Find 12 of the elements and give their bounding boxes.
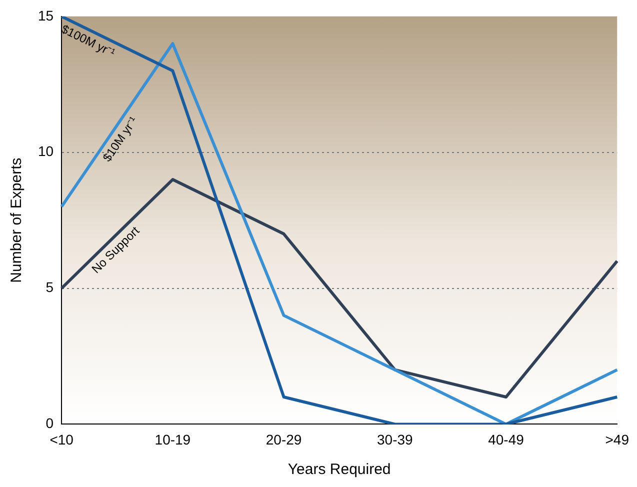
x-tick-label: 30-39 (377, 431, 414, 448)
x-axis-title: Years Required (288, 461, 391, 478)
y-axis-title: Number of Experts (8, 158, 26, 283)
x-tick-label: >49 (605, 431, 630, 448)
x-tick-label: <10 (50, 431, 74, 448)
y-tick-label: 0 (46, 415, 54, 432)
y-tick-label: 5 (46, 279, 54, 296)
y-tick-label: 15 (38, 7, 54, 24)
y-tick-label: 10 (38, 143, 54, 160)
x-tick-label: 20-29 (266, 431, 302, 448)
x-tick-label: 10-19 (154, 431, 191, 448)
x-tick-label: 40-49 (488, 431, 524, 448)
